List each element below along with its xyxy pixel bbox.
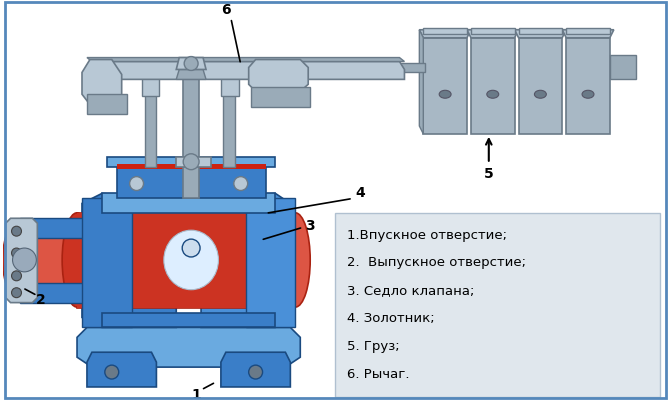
Polygon shape bbox=[144, 94, 156, 167]
Polygon shape bbox=[77, 327, 301, 367]
Text: 5. Груз;: 5. Груз; bbox=[347, 340, 399, 353]
Polygon shape bbox=[519, 28, 562, 34]
Circle shape bbox=[130, 177, 144, 191]
Polygon shape bbox=[183, 79, 199, 198]
Text: 6: 6 bbox=[221, 3, 231, 17]
Polygon shape bbox=[87, 94, 127, 114]
Text: 2: 2 bbox=[36, 293, 45, 307]
Polygon shape bbox=[249, 60, 308, 91]
Circle shape bbox=[105, 365, 119, 379]
Polygon shape bbox=[176, 69, 206, 79]
Ellipse shape bbox=[440, 90, 451, 98]
Polygon shape bbox=[21, 283, 97, 303]
Polygon shape bbox=[221, 352, 291, 387]
Polygon shape bbox=[566, 28, 610, 34]
Polygon shape bbox=[251, 87, 310, 107]
Polygon shape bbox=[102, 193, 276, 213]
Circle shape bbox=[13, 248, 36, 272]
FancyBboxPatch shape bbox=[335, 213, 660, 397]
Ellipse shape bbox=[280, 213, 310, 307]
Polygon shape bbox=[82, 198, 132, 327]
Polygon shape bbox=[87, 352, 156, 387]
Polygon shape bbox=[419, 30, 423, 134]
Polygon shape bbox=[82, 193, 176, 327]
Polygon shape bbox=[223, 94, 235, 167]
Polygon shape bbox=[5, 218, 38, 303]
Polygon shape bbox=[221, 77, 239, 96]
Polygon shape bbox=[610, 54, 635, 79]
Circle shape bbox=[11, 248, 21, 258]
Circle shape bbox=[11, 226, 21, 236]
Ellipse shape bbox=[183, 239, 200, 257]
Polygon shape bbox=[176, 58, 206, 69]
Ellipse shape bbox=[3, 228, 22, 292]
Circle shape bbox=[249, 365, 262, 379]
Ellipse shape bbox=[582, 90, 594, 98]
Text: 5: 5 bbox=[484, 166, 494, 181]
Text: 4. Золотник;: 4. Золотник; bbox=[347, 312, 435, 325]
Circle shape bbox=[185, 56, 198, 71]
Polygon shape bbox=[201, 193, 291, 327]
Ellipse shape bbox=[164, 230, 219, 290]
Polygon shape bbox=[566, 38, 610, 134]
Polygon shape bbox=[519, 38, 562, 134]
Polygon shape bbox=[471, 28, 515, 34]
Polygon shape bbox=[102, 313, 276, 327]
Text: 2.  Выпускное отверстие;: 2. Выпускное отверстие; bbox=[347, 256, 526, 270]
Polygon shape bbox=[77, 213, 295, 307]
Circle shape bbox=[234, 177, 248, 191]
Text: 1: 1 bbox=[191, 388, 201, 402]
Polygon shape bbox=[21, 218, 97, 238]
Polygon shape bbox=[423, 38, 467, 134]
Ellipse shape bbox=[486, 90, 499, 98]
Ellipse shape bbox=[62, 213, 92, 307]
Polygon shape bbox=[82, 60, 121, 107]
Polygon shape bbox=[467, 30, 519, 38]
Circle shape bbox=[11, 271, 21, 281]
Polygon shape bbox=[562, 30, 614, 38]
Polygon shape bbox=[13, 228, 97, 293]
Polygon shape bbox=[419, 30, 471, 38]
Polygon shape bbox=[246, 198, 295, 327]
Polygon shape bbox=[87, 58, 405, 62]
Text: 3: 3 bbox=[305, 219, 315, 233]
Text: 6. Рычаг.: 6. Рычаг. bbox=[347, 368, 409, 380]
Circle shape bbox=[11, 288, 21, 298]
Ellipse shape bbox=[534, 90, 546, 98]
Polygon shape bbox=[395, 62, 425, 73]
Polygon shape bbox=[176, 157, 211, 167]
Text: 1.Впускное отверстие;: 1.Впускное отверстие; bbox=[347, 229, 507, 242]
Polygon shape bbox=[107, 157, 276, 167]
Polygon shape bbox=[471, 38, 515, 134]
Circle shape bbox=[183, 154, 199, 170]
Polygon shape bbox=[87, 62, 405, 79]
Text: 4: 4 bbox=[355, 187, 364, 200]
Polygon shape bbox=[515, 30, 566, 38]
Polygon shape bbox=[117, 164, 266, 198]
Polygon shape bbox=[142, 77, 160, 96]
Polygon shape bbox=[423, 28, 467, 34]
Polygon shape bbox=[117, 164, 266, 169]
Polygon shape bbox=[77, 213, 295, 307]
Text: 3. Седло клапана;: 3. Седло клапана; bbox=[347, 284, 474, 297]
